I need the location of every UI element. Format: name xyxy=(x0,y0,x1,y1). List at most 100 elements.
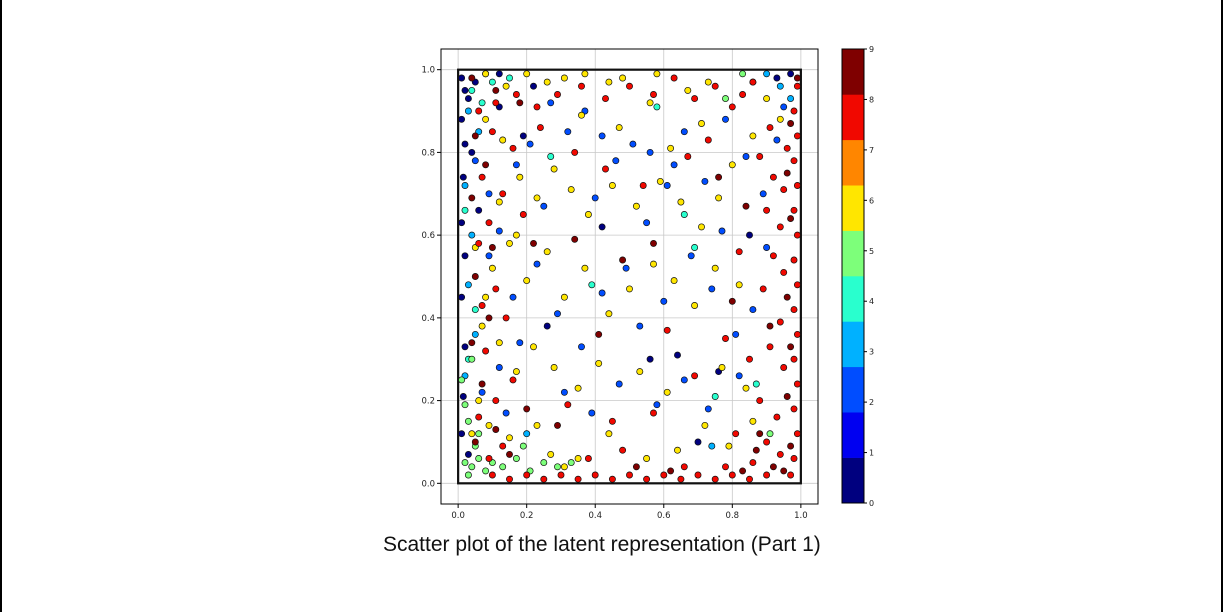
data-point-class-6 xyxy=(605,78,613,86)
data-point-class-8 xyxy=(564,401,572,409)
data-point-class-2 xyxy=(718,227,726,235)
data-point-class-6 xyxy=(516,173,524,181)
data-point-class-5 xyxy=(499,463,507,471)
data-point-class-6 xyxy=(626,285,633,293)
data-point-class-8 xyxy=(790,355,798,363)
data-point-class-6 xyxy=(656,177,664,185)
data-point-class-6 xyxy=(632,202,640,210)
data-point-class-8 xyxy=(793,182,801,189)
colorbar-tick-label: 4 xyxy=(869,297,874,306)
data-point-class-9 xyxy=(739,467,747,475)
data-point-class-5 xyxy=(458,376,466,384)
data-point-class-2 xyxy=(485,190,493,198)
data-point-class-9 xyxy=(728,297,736,305)
data-point-class-3 xyxy=(763,70,771,78)
data-point-class-9 xyxy=(766,322,774,330)
colorbar-tick-label: 8 xyxy=(869,95,874,104)
data-point-class-9 xyxy=(632,463,640,471)
data-point-class-6 xyxy=(475,397,483,405)
data-point-class-5 xyxy=(475,430,483,438)
data-point-class-0 xyxy=(458,293,466,301)
data-point-class-6 xyxy=(584,211,592,218)
data-point-class-8 xyxy=(680,463,688,471)
data-point-class-9 xyxy=(471,438,479,446)
data-point-class-6 xyxy=(711,264,719,272)
data-point-class-8 xyxy=(492,285,500,293)
data-point-class-0 xyxy=(543,322,551,330)
colorbar-tick-label: 9 xyxy=(869,45,874,54)
data-point-class-0 xyxy=(464,450,472,458)
data-point-class-9 xyxy=(752,446,760,454)
data-point-class-9 xyxy=(780,467,788,475)
data-point-class-2 xyxy=(660,297,668,305)
data-point-class-3 xyxy=(787,95,795,103)
data-point-class-0 xyxy=(694,438,702,446)
data-point-class-8 xyxy=(591,471,599,479)
data-point-class-0 xyxy=(598,223,606,231)
data-point-class-4 xyxy=(478,99,486,107)
data-point-class-8 xyxy=(776,223,784,231)
data-point-class-6 xyxy=(776,115,784,123)
data-point-class-8 xyxy=(478,302,486,309)
data-point-class-9 xyxy=(530,239,537,247)
data-point-class-9 xyxy=(787,442,795,450)
data-point-class-9 xyxy=(742,202,750,210)
data-point-class-8 xyxy=(722,335,729,342)
data-point-class-6 xyxy=(653,70,661,78)
colorbar-tick-label: 6 xyxy=(869,196,874,205)
data-point-class-8 xyxy=(776,318,784,326)
data-point-class-8 xyxy=(780,186,788,194)
colorbar-segment xyxy=(842,230,864,277)
grid xyxy=(441,49,818,504)
data-point-class-6 xyxy=(499,136,507,144)
data-point-class-8 xyxy=(650,91,657,98)
data-point-class-2 xyxy=(722,115,729,123)
data-point-class-6 xyxy=(608,182,616,189)
data-point-class-8 xyxy=(790,405,798,413)
data-point-class-8 xyxy=(639,182,647,189)
data-point-class-8 xyxy=(533,103,541,111)
data-point-class-6 xyxy=(543,248,551,256)
data-point-class-8 xyxy=(492,99,500,107)
data-point-class-8 xyxy=(485,219,493,227)
data-point-class-3 xyxy=(468,231,476,239)
x-tick-label: 1.0 xyxy=(794,511,808,521)
data-point-class-5 xyxy=(468,463,476,471)
data-point-class-9 xyxy=(571,235,579,243)
y-tick-label: 0.8 xyxy=(421,148,435,158)
data-point-class-8 xyxy=(769,173,777,181)
axes: 0.0 0.2 0.4 0.6 0.8 1.0 0.0 0.2 0.4 0.6 0.8 1.0 xyxy=(421,66,807,521)
data-point-class-8 xyxy=(756,153,764,160)
data-point-class-2 xyxy=(509,293,517,301)
data-point-class-5 xyxy=(461,401,469,409)
data-point-class-6 xyxy=(698,223,705,231)
data-point-class-6 xyxy=(667,144,675,152)
data-point-class-5 xyxy=(468,355,476,363)
data-point-class-8 xyxy=(619,446,627,454)
data-point-class-8 xyxy=(650,409,657,417)
data-point-class-8 xyxy=(739,91,747,98)
data-point-class-0 xyxy=(461,343,469,351)
data-point-class-9 xyxy=(523,405,531,413)
data-point-class-8 xyxy=(728,103,736,111)
data-point-class-2 xyxy=(687,252,695,260)
data-point-class-2 xyxy=(526,140,534,148)
data-point-class-8 xyxy=(704,136,712,144)
data-point-class-6 xyxy=(478,322,486,330)
data-point-class-6 xyxy=(677,198,685,206)
data-point-class-2 xyxy=(533,260,541,268)
data-point-class-8 xyxy=(475,413,483,421)
data-point-class-6 xyxy=(543,78,551,86)
data-point-class-6 xyxy=(560,463,568,471)
data-point-class-8 xyxy=(519,211,527,218)
data-point-class-8 xyxy=(540,475,548,483)
data-point-class-9 xyxy=(650,239,657,247)
data-point-class-6 xyxy=(523,70,531,78)
data-point-class-8 xyxy=(512,91,520,98)
data-point-class-6 xyxy=(704,78,712,86)
y-tick-label: 0.0 xyxy=(421,479,435,489)
data-point-class-6 xyxy=(574,455,582,462)
data-point-class-6 xyxy=(636,368,644,376)
data-point-class-4 xyxy=(468,86,476,94)
data-point-class-5 xyxy=(475,455,483,462)
